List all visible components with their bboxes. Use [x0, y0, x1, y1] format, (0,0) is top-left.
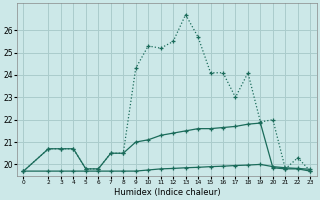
X-axis label: Humidex (Indice chaleur): Humidex (Indice chaleur) [114, 188, 220, 197]
